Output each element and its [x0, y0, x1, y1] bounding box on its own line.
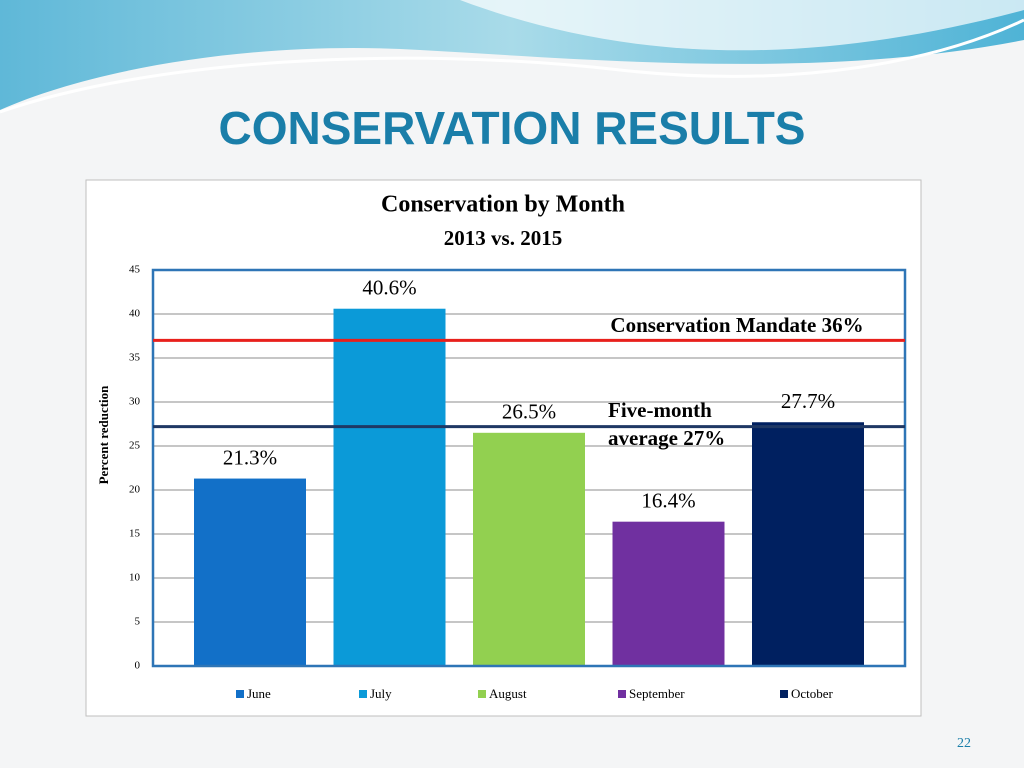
value-label: 26.5% [502, 400, 556, 424]
plot-border [151, 268, 907, 668]
legend-label: October [791, 686, 834, 701]
page-number: 22 [957, 736, 971, 751]
chart-title: Conservation by Month [381, 192, 625, 218]
y-axis-label: Percent reduction [96, 385, 111, 485]
legend-swatch [359, 690, 367, 698]
reference-label: average 27% [608, 426, 725, 450]
bar [752, 422, 864, 666]
y-tick-label: 15 [129, 528, 141, 540]
header-curve [0, 18, 1024, 114]
bar [612, 521, 725, 666]
y-tick-label: 35 [129, 352, 141, 364]
bar [473, 432, 585, 666]
legend-swatch [618, 690, 626, 698]
reference-label: Conservation Mandate 36% [610, 313, 863, 337]
value-label: 21.3% [223, 445, 277, 469]
legend-label: June [247, 686, 271, 701]
bar [333, 308, 446, 666]
y-tick-label: 0 [135, 660, 141, 672]
value-label: 27.7% [781, 389, 835, 413]
chart-subtitle: 2013 vs. 2015 [444, 226, 562, 250]
slide-title: CONSERVATION RESULTS [219, 102, 806, 154]
legend-swatch [236, 690, 244, 698]
plot: 0 5 10 15 20 25 30 35 40 45 21.3% June 40.6% July 26.5… [129, 264, 907, 701]
legend-label: July [370, 686, 392, 701]
value-label: 16.4% [641, 488, 695, 512]
y-tick-label: 10 [129, 572, 141, 584]
legend-label: August [489, 686, 527, 701]
value-label: 40.6% [362, 276, 416, 300]
legend-swatch [780, 690, 788, 698]
legend-label: September [629, 686, 685, 701]
bar [194, 478, 306, 666]
header-highlight [460, 0, 1024, 51]
y-tick-label: 45 [129, 264, 141, 276]
reference-label: Five-month [608, 398, 712, 422]
legend-swatch [478, 690, 486, 698]
y-tick-label: 40 [129, 308, 141, 320]
y-tick-label: 20 [129, 484, 141, 496]
y-tick-label: 5 [135, 616, 141, 628]
y-tick-label: 25 [129, 440, 141, 452]
y-tick-label: 30 [129, 396, 141, 408]
